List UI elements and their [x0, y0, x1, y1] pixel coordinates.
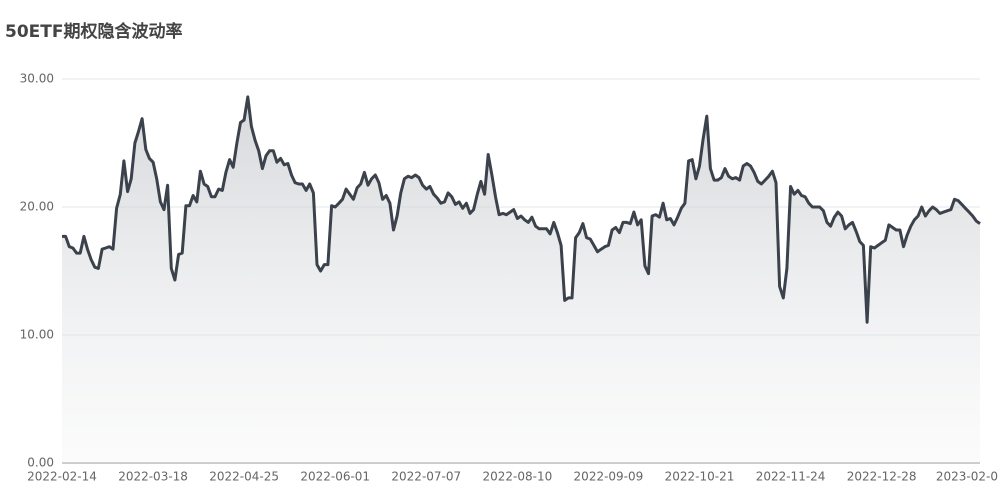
- x-tick-label: 2022-10-21: [665, 470, 735, 484]
- x-tick-label: 2023-02-0: [936, 470, 998, 484]
- x-tick-label: 2022-06-01: [300, 470, 370, 484]
- y-tick-label: 30.00: [20, 72, 54, 86]
- y-tick-label: 20.00: [20, 200, 54, 214]
- x-tick-label: 2022-02-14: [27, 470, 97, 484]
- x-tick-label: 2022-11-24: [756, 470, 826, 484]
- x-tick-label: 2022-07-07: [391, 470, 461, 484]
- x-tick-label: 2022-09-09: [574, 470, 644, 484]
- y-tick-label: 10.00: [20, 328, 54, 342]
- line: [62, 95, 981, 324]
- x-tick-label: 2022-12-28: [847, 470, 917, 484]
- chart-title: 50ETF期权隐含波动率: [5, 21, 182, 42]
- area-fill: [62, 96, 980, 464]
- x-tick-label: 2022-08-10: [482, 470, 552, 484]
- x-tick-label: 2022-03-18: [118, 470, 188, 484]
- y-tick-label: 0.00: [27, 456, 54, 470]
- x-tick-label: 2022-04-25: [209, 470, 279, 484]
